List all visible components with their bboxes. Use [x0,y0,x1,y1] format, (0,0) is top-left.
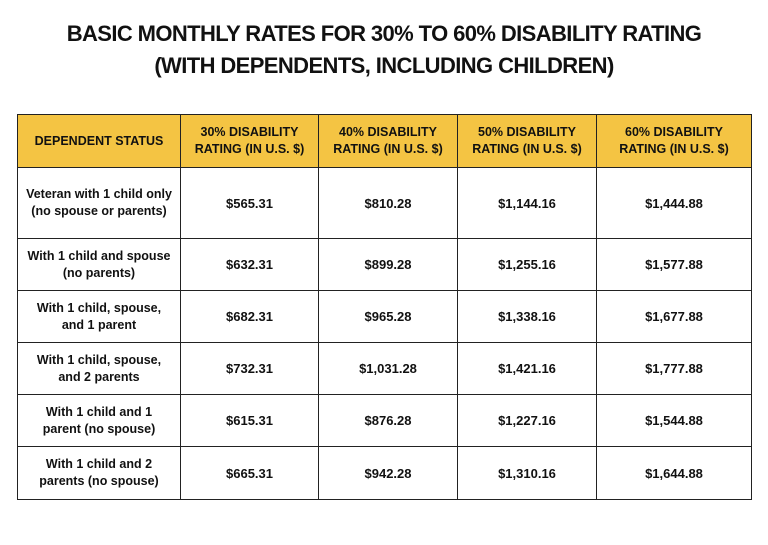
column-header: 60% DISABILITY RATING (IN U.S. $) [596,114,752,168]
table-row: With 1 child and spouse (no parents) $632… [17,238,752,291]
rate-cell: $1,338.16 [457,290,597,343]
rate-cell: $899.28 [318,238,458,291]
rate-cell: $1,310.16 [457,446,597,500]
rate-cell: $1,544.88 [596,394,752,447]
table-row: With 1 child and 1 parent (no spouse) $61… [17,394,752,447]
title-line: BASIC MONTHLY RATES FOR 30% TO 60% DISAB… [66,21,702,46]
column-header: 40% DISABILITY RATING (IN U.S. $) [318,114,458,168]
row-label: With 1 child, spouse, and 2 parents [17,342,181,395]
row-label: Veteran with 1 child only (no spouse or … [17,167,181,239]
rate-cell: $1,227.16 [457,394,597,447]
rate-cell: $1,677.88 [596,290,752,343]
row-label: With 1 child, spouse, and 1 parent [17,290,181,343]
rate-cell: $1,255.16 [457,238,597,291]
rate-cell: $876.28 [318,394,458,447]
rate-cell: $942.28 [318,446,458,500]
column-header: DEPENDENT STATUS [17,114,181,168]
table-row: Veteran with 1 child only (no spouse or … [17,167,752,239]
row-label: With 1 child and spouse (no parents) [17,238,181,291]
row-label: With 1 child and 1 parent (no spouse) [17,394,181,447]
rate-cell: $1,444.88 [596,167,752,239]
rate-cell: $615.31 [180,394,319,447]
rate-cell: $1,577.88 [596,238,752,291]
column-header: 30% DISABILITY RATING (IN U.S. $) [180,114,319,168]
rate-cell: $965.28 [318,290,458,343]
rate-cell: $732.31 [180,342,319,395]
rate-cell: $665.31 [180,446,319,500]
title-line: (WITH DEPENDENTS, INCLUDING CHILDREN) [154,53,614,78]
table-body: Veteran with 1 child only (no spouse or … [17,167,752,500]
rates-table: DEPENDENT STATUS 30% DISABILITY RATING (I… [17,114,752,500]
table-row: With 1 child, spouse, and 1 parent $682.3… [17,290,752,343]
title: BASIC MONTHLY RATES FOR 30% TO 60% DISAB… [0,18,768,82]
row-label: With 1 child and 2 parents (no spouse) [17,446,181,500]
column-header: 50% DISABILITY RATING (IN U.S. $) [457,114,597,168]
rate-cell: $810.28 [318,167,458,239]
table-row: With 1 child, spouse, and 2 parents $732.… [17,342,752,395]
table-row: With 1 child and 2 parents (no spouse) $6… [17,446,752,500]
rate-cell: $1,144.16 [457,167,597,239]
rate-cell: $682.31 [180,290,319,343]
rate-cell: $1,777.88 [596,342,752,395]
rate-cell: $632.31 [180,238,319,291]
rate-cell: $1,031.28 [318,342,458,395]
rate-cell: $565.31 [180,167,319,239]
header-row: DEPENDENT STATUS 30% DISABILITY RATING (I… [17,114,752,168]
rate-cell: $1,644.88 [596,446,752,500]
rate-cell: $1,421.16 [457,342,597,395]
